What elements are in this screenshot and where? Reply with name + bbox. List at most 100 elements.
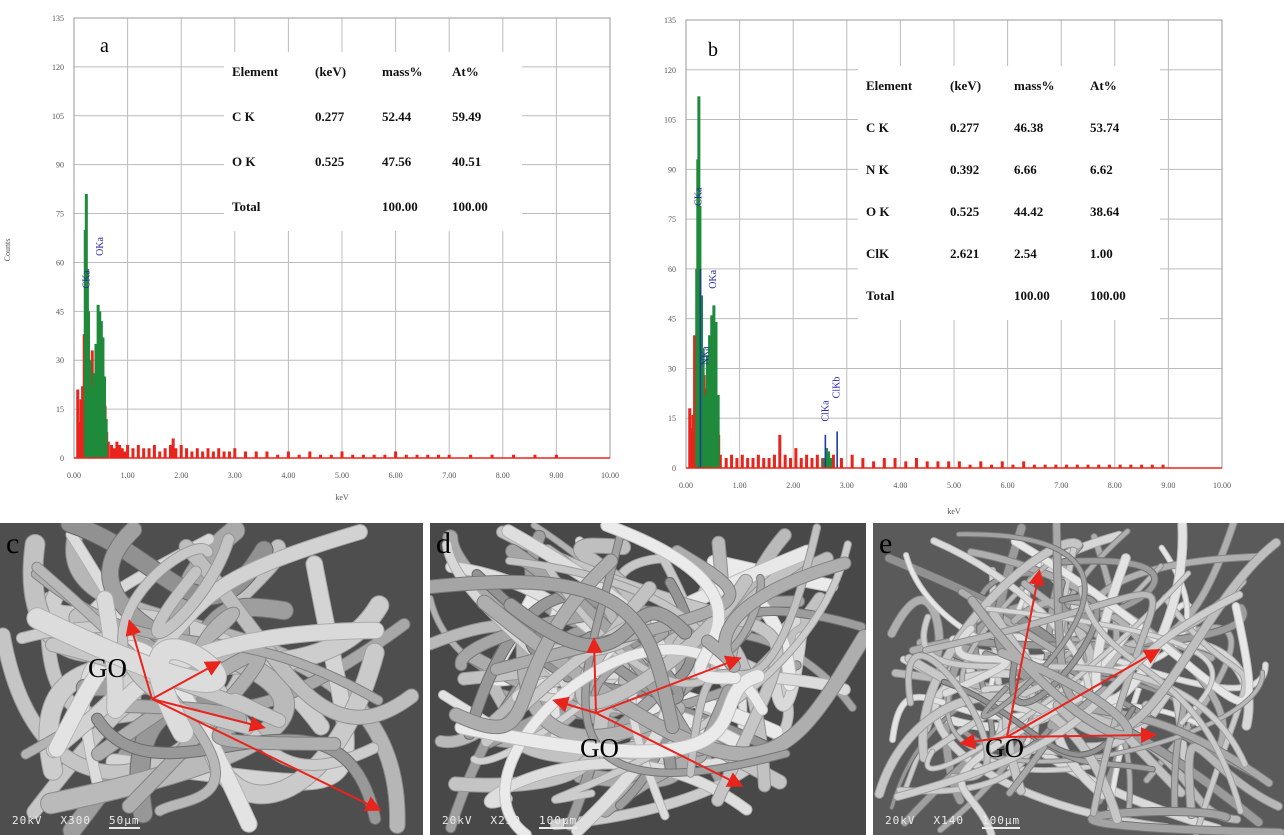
spectrum-bar: [372, 454, 376, 458]
go-arrows-c: [125, 619, 382, 811]
spectrum-bar: [1065, 464, 1069, 468]
y-tick-label: 120: [52, 63, 64, 72]
sem-fiber: [946, 670, 1265, 764]
table-cell: C K: [232, 109, 256, 124]
peak-label: OKa: [708, 269, 719, 288]
y-tick-label: 90: [668, 165, 676, 174]
panel-letter-c: c: [6, 527, 20, 560]
spectrum-bar: [1000, 461, 1004, 468]
spectrum-bar: [86, 311, 90, 458]
spectrum-bar: [98, 311, 102, 458]
table-cell: 0.277: [315, 109, 345, 124]
spectrum-bar: [824, 434, 827, 468]
spectrum-bar: [836, 431, 838, 468]
x-tick-label: 6.00: [1001, 481, 1015, 490]
table-cell: Total: [866, 288, 895, 303]
sem-scale-d: 100µm: [539, 814, 578, 827]
spectrum-bar: [778, 434, 782, 468]
spectrum-bar: [90, 386, 94, 458]
x-tick-label: 5.00: [947, 481, 961, 490]
spectrum-bar: [1054, 464, 1058, 468]
spectrum-bar: [861, 458, 865, 468]
spectrum-bar: [436, 454, 440, 458]
panel-letter-d: d: [436, 527, 451, 560]
peak-label: OKa: [95, 236, 106, 255]
y-tick-label: 30: [56, 356, 64, 365]
sem-mag-e: X140: [933, 814, 964, 827]
eds-spectrum-chart-b: 0 15 30 45 60 75 90 105 120 135 0.00 1.00 2.00 3.00 4.…: [642, 0, 1284, 520]
sem-fiber: [151, 534, 234, 638]
spectrum-bar: [81, 386, 85, 458]
sem-info-bar-d: 20kV X230 100µm: [442, 814, 613, 829]
go-arrows-e: [959, 569, 1161, 750]
spectrum-bar: [1043, 464, 1047, 468]
go-arrow: [1006, 649, 1161, 738]
x-tick-label: 2.00: [174, 471, 188, 480]
spectrum-bar: [179, 444, 183, 458]
y-tick-label: 45: [668, 315, 676, 324]
spectrum-bar: [361, 454, 365, 458]
spectrum-bar: [740, 454, 744, 468]
spectrum-bar: [340, 451, 344, 458]
table-background: [858, 66, 1160, 320]
x-axis-label: keV: [947, 507, 961, 516]
sem-fiber: [1057, 558, 1158, 619]
table-cell: 6.62: [1090, 162, 1113, 177]
spectrum-bar: [104, 418, 108, 458]
panel-letter: b: [708, 39, 718, 61]
table-cell: 100.00: [1090, 288, 1126, 303]
spectrum-bar: [990, 464, 994, 468]
go-arrow: [959, 733, 1008, 750]
sem-kv-e: 20kV: [885, 814, 916, 827]
spectrum-bar: [92, 373, 96, 458]
sem-fiber: [449, 554, 618, 734]
spectrum-bar: [351, 454, 355, 458]
y-tick-label: 45: [56, 307, 64, 316]
spectrum-bar: [171, 438, 175, 458]
spectrum-bar: [947, 461, 951, 468]
spectrum-bar: [94, 343, 98, 458]
spectrum-bar: [244, 451, 248, 458]
spectrum-bar: [319, 454, 323, 458]
go-arrow: [1006, 727, 1157, 744]
x-tick-label: 10.00: [1213, 481, 1231, 490]
y-tick-label: 135: [664, 16, 676, 25]
sem-fiber: [956, 532, 1087, 719]
x-tick-label: 4.00: [281, 471, 295, 480]
table-cell: 6.66: [1014, 162, 1037, 177]
spectrum-bar: [112, 448, 116, 458]
spectrum-bar: [195, 448, 199, 458]
y-tick-label: 105: [664, 116, 676, 125]
table-cell: 2.54: [1014, 246, 1037, 261]
spectrum-bar: [1150, 464, 1154, 468]
spectrum-bar: [404, 454, 408, 458]
spectrum-bar: [1161, 464, 1165, 468]
x-tick-label: 3.00: [840, 481, 854, 490]
spectrum-bar: [383, 454, 387, 458]
table-cell: N K: [866, 162, 890, 177]
spectrum-bar: [689, 428, 693, 468]
spectrum-bar: [746, 458, 750, 468]
x-tick-label: 0.00: [67, 471, 81, 480]
eds-spectrum-chart-a: 0 15 30 45 60 75 90 105 120 135 0.00 1.00 2.00 3.00 4.…: [0, 0, 642, 510]
spectrum-bar: [190, 451, 194, 458]
spectrum-bar: [447, 454, 451, 458]
spectrum-bar: [110, 444, 114, 458]
x-tick-label: 7.00: [1054, 481, 1068, 490]
spectrum-bar: [158, 451, 162, 458]
spectrum-bar: [147, 448, 151, 458]
spectrum-bar: [882, 458, 886, 468]
go-arrow: [1006, 569, 1045, 738]
table-cell: 0.277: [950, 120, 980, 135]
eds-spectrum-b-plot: 0 15 30 45 60 75 90 105 120 135 0.00 1.00 2.00 3.00 4.…: [664, 16, 1231, 516]
spectrum-bar: [693, 335, 697, 468]
sem-fiber: [994, 523, 1263, 827]
spectrum-bar: [1032, 464, 1036, 468]
spectrum-bar: [554, 454, 558, 458]
spectrum-bar: [120, 448, 124, 458]
spectrum-bar: [174, 448, 178, 458]
x-tick-label: 6.00: [389, 471, 403, 480]
table-cell: 100.00: [382, 199, 418, 214]
table-cell: C K: [866, 120, 890, 135]
table-cell: 0.392: [950, 162, 979, 177]
